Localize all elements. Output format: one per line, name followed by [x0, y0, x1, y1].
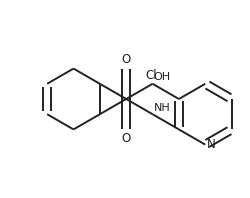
Text: Cl: Cl — [146, 69, 157, 82]
Text: OH: OH — [154, 72, 171, 82]
Text: NH: NH — [154, 103, 170, 113]
Text: N: N — [207, 138, 216, 151]
Text: O: O — [122, 53, 131, 66]
Text: O: O — [122, 132, 131, 145]
